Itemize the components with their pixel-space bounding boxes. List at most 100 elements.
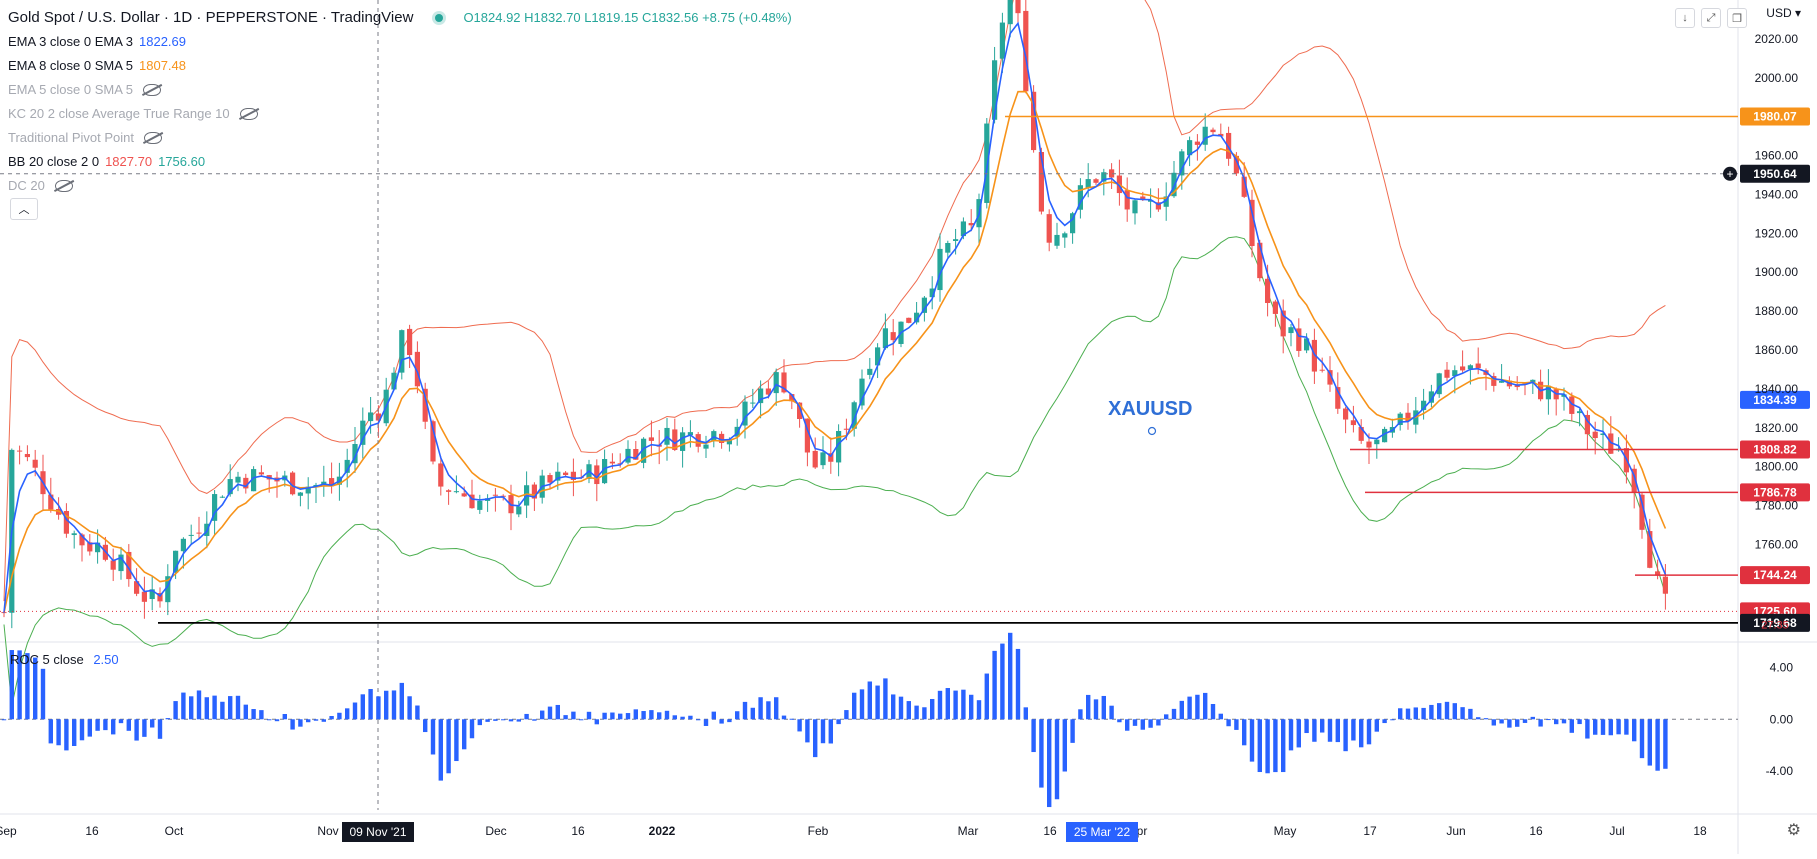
candle-body — [758, 388, 764, 404]
roc-bar — [610, 712, 615, 720]
eye-hidden-icon[interactable] — [54, 180, 73, 192]
candle-body — [1046, 214, 1052, 243]
eye-hidden-icon[interactable] — [143, 132, 162, 144]
roc-bar — [1132, 719, 1138, 726]
roc-bar — [1257, 719, 1262, 773]
candle-body — [968, 223, 974, 226]
time-tick-label: Mar — [958, 824, 979, 838]
low-value: L1819.15 — [584, 10, 639, 25]
time-tick-label: 2022 — [649, 824, 676, 838]
candle-body — [641, 438, 647, 463]
candle — [485, 494, 491, 512]
candle-body — [687, 432, 693, 436]
roc-bar — [415, 705, 420, 720]
candle-body — [1140, 196, 1146, 201]
candle-body — [820, 452, 826, 466]
roc-bar — [883, 678, 888, 720]
candle-body — [804, 418, 810, 453]
candle-body — [672, 429, 678, 450]
roc-bar — [1101, 695, 1106, 720]
roc-bar — [1054, 719, 1060, 800]
candle — [890, 319, 896, 356]
candle-body — [1647, 531, 1653, 568]
candle — [1335, 372, 1341, 414]
roc-bar — [696, 719, 701, 721]
candle-body — [921, 297, 927, 313]
roc-bar — [657, 712, 662, 720]
indicator-row[interactable]: BB 20 close 2 0 1827.70 1756.60 — [8, 150, 792, 174]
candle — [929, 276, 935, 310]
indicator-row[interactable]: Traditional Pivot Point — [8, 126, 792, 150]
roc-bar — [1070, 719, 1075, 743]
candle — [1421, 388, 1427, 420]
candle — [1007, 0, 1013, 38]
roc-bar — [1218, 713, 1223, 720]
roc-bar — [540, 710, 545, 720]
collapse-legend-button[interactable]: ︿ — [10, 198, 38, 220]
restore-pane-button[interactable]: ❐ — [1727, 8, 1747, 28]
roc-bar — [87, 719, 92, 737]
roc-bar — [40, 668, 46, 720]
roc-bar — [290, 719, 295, 730]
indicator-label: DC 20 — [8, 178, 45, 193]
candle-body — [1569, 396, 1575, 414]
candle-body — [555, 471, 561, 481]
candle-body — [157, 593, 163, 602]
roc-bar — [1554, 719, 1559, 725]
annotation-anchor-icon — [1147, 426, 1157, 436]
candle — [875, 343, 881, 379]
candle — [1194, 134, 1200, 161]
candle — [422, 382, 428, 430]
roc-bar — [1538, 719, 1543, 727]
candle-body — [1226, 132, 1232, 159]
plus-icon: + — [1726, 167, 1733, 181]
xauusd-annotation[interactable]: XAUUSD — [1108, 398, 1193, 420]
candle-body — [992, 60, 998, 120]
price-tick-label: 1840.00 — [1755, 382, 1799, 396]
ema8-line — [3, 90, 1667, 613]
roc-bar — [1249, 719, 1255, 762]
roc-bar — [524, 713, 529, 720]
candle — [773, 368, 779, 406]
candle-body — [118, 554, 124, 572]
roc-bar — [672, 715, 677, 720]
candle-body — [773, 372, 779, 394]
candle-body — [243, 477, 249, 489]
candle-body — [477, 500, 483, 510]
indicator-row[interactable]: EMA 5 close 0 SMA 5 — [8, 78, 792, 102]
roc-bar — [501, 719, 506, 721]
candle — [1148, 188, 1154, 218]
roc-bar — [633, 709, 638, 720]
gear-icon[interactable]: ⚙ — [1786, 822, 1801, 839]
candle-body — [1428, 391, 1434, 403]
candle-body — [1655, 571, 1661, 576]
highlight-date-text: 25 Mar '22 — [1074, 825, 1131, 839]
candle — [1046, 209, 1052, 252]
roc-bar — [1226, 719, 1231, 727]
roc-bar — [1616, 719, 1621, 735]
roc-bar — [1382, 719, 1387, 724]
indicator-row[interactable]: DC 20 — [8, 174, 792, 198]
symbol-title[interactable]: Gold Spot / U.S. Dollar · 1D · PEPPERSTO… — [8, 9, 414, 26]
roc-bar — [1296, 719, 1301, 748]
candle-body — [1163, 196, 1169, 207]
candle-body — [594, 465, 600, 485]
indicator-row[interactable]: EMA 3 close 0 EMA 3 1822.69 — [8, 30, 792, 54]
indicator-row[interactable]: EMA 8 close 0 SMA 5 1807.48 — [8, 54, 792, 78]
price-tick-label: 1960.00 — [1755, 149, 1799, 163]
candle-body — [1436, 373, 1442, 395]
move-down-button[interactable]: ↓ — [1675, 8, 1695, 28]
roc-bar — [384, 690, 389, 720]
eye-hidden-icon[interactable] — [239, 108, 258, 120]
candle — [438, 456, 444, 496]
roc-bar — [1507, 719, 1512, 728]
eye-hidden-icon[interactable] — [143, 84, 162, 96]
roc-bar — [602, 712, 607, 720]
candle — [1569, 392, 1575, 422]
maximize-pane-button[interactable]: ⤢ — [1701, 8, 1721, 28]
indicator-row[interactable]: KC 20 2 close Average True Range 10 — [8, 102, 792, 126]
candle — [968, 209, 974, 232]
currency-selector[interactable]: USD ▾ — [1766, 6, 1801, 20]
